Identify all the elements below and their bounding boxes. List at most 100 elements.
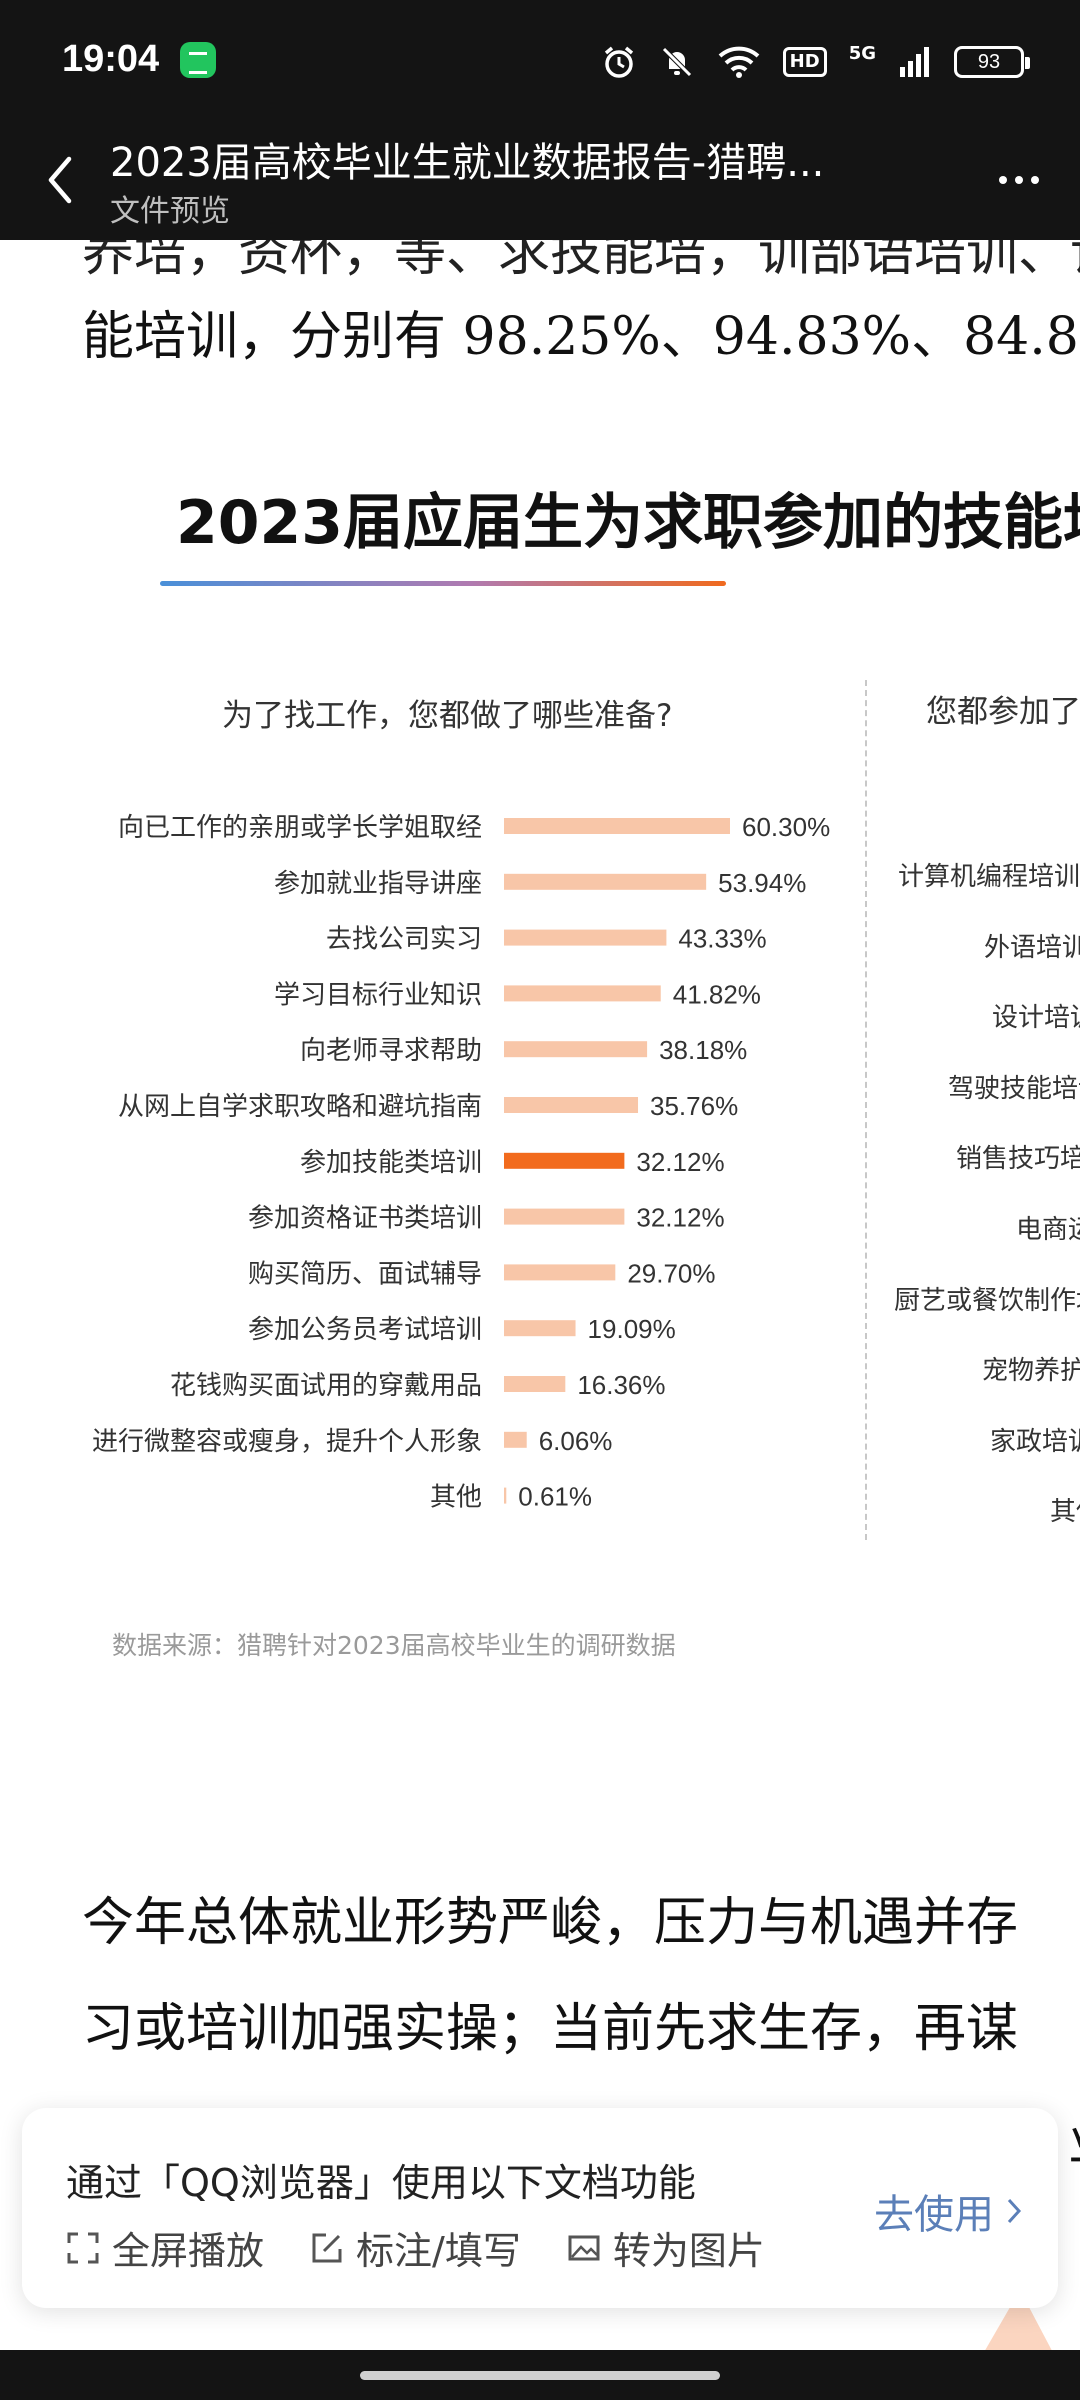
bar-value-label: 35.76% bbox=[650, 1091, 738, 1121]
bar-value-label: 60.30% bbox=[742, 812, 830, 842]
bar-value-label: 16.36% bbox=[577, 1370, 665, 1400]
right-chart-labels: 计算机编程培训外语培训设计培训驾驶技能培训销售技巧培训电商运营厨艺或餐饮制作培训… bbox=[866, 240, 1080, 1640]
bar bbox=[504, 929, 667, 946]
bar-value-label: 43.33% bbox=[678, 924, 766, 954]
status-icons: HD 5G 93 bbox=[601, 42, 1030, 82]
feature-annotate[interactable]: 标注/填写 bbox=[310, 2220, 521, 2275]
right-bar-label: 宠物养护 bbox=[981, 1356, 1080, 1387]
battery-indicator: 93 bbox=[954, 46, 1030, 78]
hd-badge: HD bbox=[782, 47, 827, 77]
bar-value-label: 29.70% bbox=[627, 1258, 715, 1288]
qq-browser-banner[interactable]: 通过「QQ浏览器」使用以下文档功能 全屏播放 标注/填写 转为图片 去使用 bbox=[22, 2108, 1058, 2308]
right-bar-label: 计算机编程培训 bbox=[897, 862, 1080, 892]
signal-icon bbox=[900, 47, 929, 77]
status-time: 19:04 bbox=[62, 38, 160, 80]
paragraph-top: 能培训，分别有 98.25%、94.83%、84.85% bbox=[82, 307, 1080, 367]
bar-label: 花钱购买面试用的穿戴用品 bbox=[170, 1371, 482, 1401]
edit-icon bbox=[312, 2233, 342, 2262]
document-subtitle: 文件预览 bbox=[110, 194, 230, 229]
more-dots-icon bbox=[999, 176, 1007, 184]
status-bar: 19:04 HD 5G 93 bbox=[0, 0, 1080, 122]
bar-label: 从网上自学求职攻略和避坑指南 bbox=[118, 1092, 482, 1122]
chevron-right-icon bbox=[1007, 2198, 1022, 2224]
notification-app-icon bbox=[180, 42, 216, 78]
feature-annotate-label: 标注/填写 bbox=[356, 2229, 521, 2273]
bar-value-label: 32.12% bbox=[636, 1147, 724, 1177]
bar-value-label: 38.18% bbox=[659, 1035, 747, 1065]
right-bar-label: 厨艺或餐饮制作培训 bbox=[893, 1285, 1080, 1316]
battery-level: 93 bbox=[977, 50, 1001, 73]
banner-features: 全屏播放 标注/填写 转为图片 bbox=[66, 2220, 765, 2275]
home-indicator[interactable] bbox=[360, 2371, 720, 2380]
feature-to-image[interactable]: 转为图片 bbox=[567, 2220, 765, 2275]
bar bbox=[504, 1487, 507, 1504]
bar bbox=[504, 1264, 616, 1281]
feature-to-image-label: 转为图片 bbox=[612, 2229, 765, 2273]
bar bbox=[504, 1431, 527, 1448]
left-chart-question: 为了找工作，您都做了哪些准备? bbox=[222, 698, 673, 734]
bar bbox=[504, 985, 661, 1002]
bar bbox=[504, 818, 730, 834]
bar-value-label: 0.61% bbox=[518, 1482, 592, 1512]
paragraph-bottom-3: 业 bbox=[1068, 2100, 1080, 2175]
alarm-icon bbox=[604, 46, 633, 78]
bar-value-label: 6.06% bbox=[539, 1426, 613, 1456]
bar-label: 参加技能类培训 bbox=[300, 1148, 482, 1178]
bar-value-label: 41.82% bbox=[673, 979, 761, 1009]
bar-label: 去找公司实习 bbox=[326, 925, 482, 955]
chart-title: 2023届应届生为求职参加的技能培 bbox=[176, 488, 1080, 558]
bar-label: 参加公务员考试培训 bbox=[248, 1315, 482, 1345]
paragraph-bottom-2: 习或培训加强实操；当前先求生存，再谋 bbox=[82, 1999, 1019, 2059]
source-note: 数据来源：猎聘针对2023届高校毕业生的调研数据 bbox=[112, 1631, 676, 1660]
bar bbox=[504, 1320, 576, 1337]
right-bar-label: 设计培训 bbox=[991, 1003, 1080, 1034]
bar-label: 参加资格证书类培训 bbox=[248, 1204, 482, 1234]
bar bbox=[504, 1152, 625, 1169]
app-header: 2023届高校毕业生就业数据报告-猎聘... 文件预览 bbox=[0, 122, 1080, 240]
bar-label: 购买简历、面试辅导 bbox=[248, 1259, 482, 1289]
bar-label: 其他 bbox=[430, 1483, 482, 1513]
expand-icon bbox=[67, 2232, 99, 2263]
image-icon bbox=[568, 2235, 600, 2260]
bar-label: 向老师寻求帮助 bbox=[300, 1036, 482, 1066]
feature-fullscreen[interactable]: 全屏播放 bbox=[66, 2220, 264, 2275]
right-bar-label: 驾驶技能培训 bbox=[947, 1073, 1080, 1104]
bar-label: 向已工作的亲朋或学长学姐取经 bbox=[118, 813, 482, 843]
navigation-bar bbox=[0, 2350, 1080, 2400]
network-type: 5G bbox=[848, 43, 876, 64]
bar bbox=[504, 1208, 625, 1225]
bar bbox=[504, 1376, 566, 1392]
right-bar-label: 其他 bbox=[1049, 1497, 1080, 1528]
bar-label: 参加就业指导讲座 bbox=[274, 869, 482, 899]
bar-value-label: 19.09% bbox=[588, 1314, 676, 1344]
mute-bell-icon bbox=[661, 47, 692, 77]
bar-label: 学习目标行业知识 bbox=[274, 980, 482, 1010]
title-underline bbox=[160, 581, 726, 586]
go-use-button[interactable]: 去使用 bbox=[874, 2182, 1022, 2240]
feature-fullscreen-label: 全屏播放 bbox=[112, 2229, 265, 2273]
paragraph-clipped: 养培，资杯，等、求技能培，训部语培训、设 bbox=[82, 240, 1080, 283]
right-bar-label: 家政培训 bbox=[989, 1426, 1080, 1457]
bar-chart: 向已工作的亲朋或学长学姐取经 60.30% 参加就业指导讲座 53.94% 去找公司实习… bbox=[92, 812, 830, 1513]
bar bbox=[504, 1097, 639, 1113]
right-chart-question: 您都参加了 bbox=[926, 694, 1080, 730]
document-title: 2023届高校毕业生就业数据报告-猎聘... bbox=[110, 140, 825, 186]
bar bbox=[504, 873, 707, 890]
wifi-icon bbox=[718, 46, 760, 78]
chevron-left-icon bbox=[48, 156, 72, 204]
watermark-logo bbox=[985, 2290, 1052, 2350]
bar-value-label: 32.12% bbox=[636, 1203, 724, 1233]
bar-label: 进行微整容或瘦身，提升个人形象 bbox=[92, 1427, 482, 1457]
go-use-label: 去使用 bbox=[874, 2192, 994, 2238]
right-bar-label: 电商运营 bbox=[1015, 1215, 1080, 1245]
bar bbox=[504, 1041, 648, 1058]
banner-title: 通过「QQ浏览器」使用以下文档功能 bbox=[66, 2161, 696, 2205]
chart-divider bbox=[865, 680, 867, 1540]
document-preview[interactable]: 养培，资杯，等、求技能培，训部语培训、设 能培训，分别有 98.25%、94.8… bbox=[0, 240, 1080, 2350]
right-bar-label: 销售技巧培训 bbox=[955, 1144, 1080, 1175]
paragraph-bottom-1: 今年总体就业形势严峻，压力与机遇并存 bbox=[82, 1893, 1019, 1953]
bar-value-label: 53.94% bbox=[718, 868, 806, 898]
more-options-button[interactable] bbox=[984, 150, 1054, 210]
back-button[interactable] bbox=[30, 148, 90, 212]
right-bar-label: 外语培训 bbox=[983, 932, 1080, 963]
